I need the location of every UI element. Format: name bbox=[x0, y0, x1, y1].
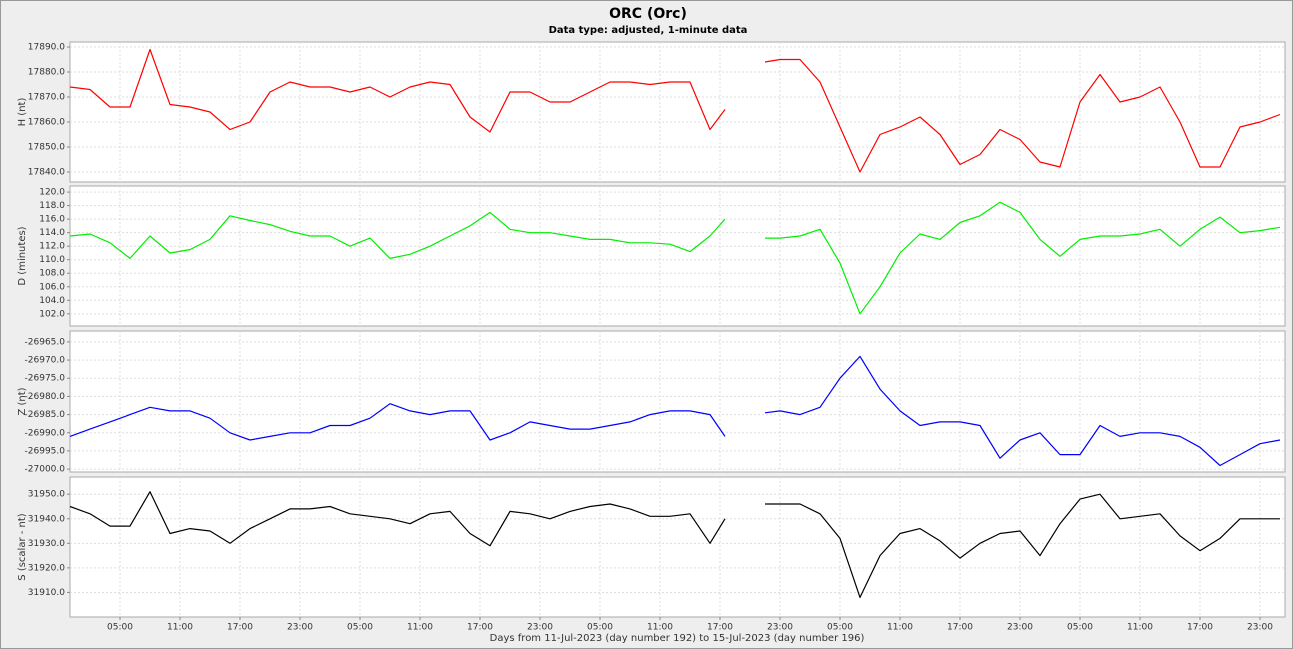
plot-area bbox=[69, 330, 1286, 473]
y-tick-label: 17870.0 bbox=[28, 93, 65, 103]
y-axis-label: D (minutes) bbox=[17, 226, 28, 285]
y-tick-label: 31930.0 bbox=[28, 539, 65, 549]
plot-area bbox=[69, 41, 1286, 183]
y-tick-label: 17850.0 bbox=[28, 143, 65, 153]
x-tick-label: 11:00 bbox=[167, 623, 193, 633]
y-tick-label: 17890.0 bbox=[28, 43, 65, 53]
plot-area bbox=[69, 476, 1286, 618]
x-tick-label: 23:00 bbox=[1007, 623, 1033, 633]
x-tick-label: 05:00 bbox=[1067, 623, 1093, 633]
y-tick-label: 102.0 bbox=[39, 309, 65, 319]
y-tick-label: 110.0 bbox=[39, 255, 65, 265]
y-tick-label: 31950.0 bbox=[28, 490, 65, 500]
y-tick-label: -27000.0 bbox=[25, 465, 66, 475]
y-axis-label: H (nt) bbox=[17, 98, 28, 127]
y-tick-label: 116.0 bbox=[39, 215, 65, 225]
x-tick-label: 23:00 bbox=[767, 623, 793, 633]
y-tick-label: 17840.0 bbox=[28, 168, 65, 178]
chart-title: ORC (Orc) bbox=[609, 6, 687, 22]
y-tick-label: 106.0 bbox=[39, 282, 65, 292]
y-axis-label: S (scalar - nt) bbox=[17, 513, 28, 581]
x-tick-label: 05:00 bbox=[107, 623, 133, 633]
x-tick-label: 17:00 bbox=[227, 623, 253, 633]
y-tick-label: 31920.0 bbox=[28, 563, 65, 573]
x-tick-label: 23:00 bbox=[1247, 623, 1273, 633]
y-tick-label: 17860.0 bbox=[28, 118, 65, 128]
x-tick-label: 23:00 bbox=[287, 623, 313, 633]
y-tick-label: -26985.0 bbox=[25, 410, 66, 420]
chart-subtitle: Data type: adjusted, 1-minute data bbox=[549, 25, 748, 36]
y-tick-label: 104.0 bbox=[39, 296, 65, 306]
x-tick-label: 11:00 bbox=[647, 623, 673, 633]
x-tick-label: 17:00 bbox=[947, 623, 973, 633]
x-tick-label: 17:00 bbox=[707, 623, 733, 633]
y-tick-label: -26970.0 bbox=[25, 356, 66, 366]
data-line bbox=[69, 48, 1281, 173]
y-tick-label: -26995.0 bbox=[25, 446, 66, 456]
x-tick-label: 05:00 bbox=[587, 623, 613, 633]
data-line bbox=[69, 491, 1280, 598]
x-tick-label: 05:00 bbox=[347, 623, 373, 633]
data-line bbox=[69, 201, 1281, 315]
y-tick-label: -26990.0 bbox=[25, 428, 66, 438]
data-line bbox=[69, 355, 1281, 467]
x-tick-label: 17:00 bbox=[467, 623, 493, 633]
y-tick-label: 120.0 bbox=[39, 188, 65, 198]
y-tick-label: -26980.0 bbox=[25, 392, 66, 402]
x-tick-label: 23:00 bbox=[527, 623, 553, 633]
y-tick-label: 118.0 bbox=[39, 201, 65, 211]
y-tick-label: -26965.0 bbox=[25, 337, 66, 347]
x-tick-label: 17:00 bbox=[1187, 623, 1213, 633]
x-tick-label: 11:00 bbox=[407, 623, 433, 633]
y-tick-label: 114.0 bbox=[39, 228, 65, 238]
y-axis-label: Z (nt) bbox=[17, 387, 28, 415]
x-axis-label: Days from 11-Jul-2023 (day number 192) t… bbox=[490, 633, 865, 644]
y-tick-label: 108.0 bbox=[39, 269, 65, 279]
y-tick-label: 17880.0 bbox=[28, 68, 65, 78]
x-tick-label: 05:00 bbox=[827, 623, 853, 633]
y-tick-label: 31910.0 bbox=[28, 588, 65, 598]
plot-area bbox=[69, 185, 1286, 327]
y-tick-label: 31940.0 bbox=[28, 514, 65, 524]
x-tick-label: 11:00 bbox=[1127, 623, 1153, 633]
y-tick-label: -26975.0 bbox=[25, 374, 66, 384]
x-tick-label: 11:00 bbox=[887, 623, 913, 633]
y-tick-label: 112.0 bbox=[39, 242, 65, 252]
